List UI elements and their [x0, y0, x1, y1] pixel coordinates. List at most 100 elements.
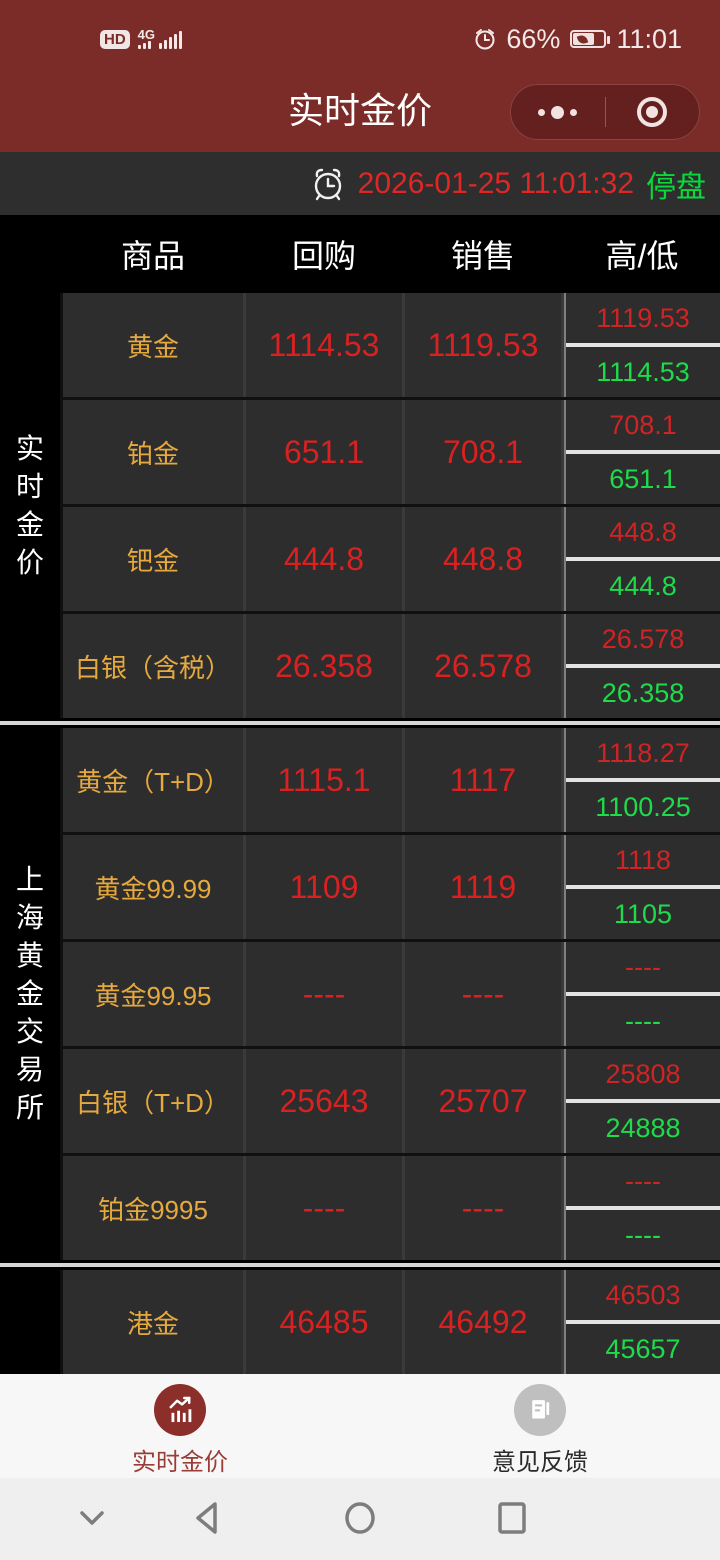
tab-realtime-price[interactable]: 实时金价 [0, 1374, 360, 1478]
product-name: 白银（含税） [63, 614, 243, 718]
home-icon[interactable] [338, 1496, 382, 1540]
low-value: 45657 [605, 1333, 681, 1364]
product-name: 黄金99.95 [63, 942, 243, 1046]
table-section: 实时金价黄金 1114.53 1119.53 1119.53 1114.53 铂金 651.… [0, 293, 720, 718]
tab-bar: 实时金价 意见反馈 [0, 1374, 720, 1478]
sell-price: 1119 [405, 835, 561, 939]
title-bar: 实时金价 [0, 64, 720, 152]
quote-datetime: 2026-01-25 11:01:32 [357, 166, 634, 200]
high-low-cell: ---- ---- [564, 942, 720, 1046]
section-label-char: 黄 [15, 940, 44, 971]
alarm-icon [475, 29, 495, 50]
section-rows: 黄金（T+D） 1115.1 1117 1118.27 1100.25 黄金99.99 11… [63, 728, 720, 1260]
high-low-cell: ---- ---- [564, 1156, 720, 1260]
table-row: 白银（含税） 26.358 26.578 26.578 26.358 [63, 614, 720, 718]
product-name: 铂金 [63, 400, 243, 504]
table-section: 上海黄金交易所黄金（T+D） 1115.1 1117 1118.27 1100.25 黄金… [0, 728, 720, 1260]
table-row: 黄金99.95 ---- ---- ---- ---- [63, 942, 720, 1046]
buyback-price: 25643 [246, 1049, 402, 1153]
section-rows: 港金 46485 46492 46503 45657 [63, 1270, 720, 1374]
sell-price: 448.8 [405, 507, 561, 611]
low-value: ---- [625, 1005, 661, 1036]
high-low-divider [566, 992, 720, 996]
section-label-char: 所 [15, 1092, 44, 1123]
signal-big-bars-icon [159, 31, 183, 49]
product-name: 黄金99.99 [63, 835, 243, 939]
capsule-divider [604, 97, 606, 127]
app-header-area: HD 4G 66% 11:0 [0, 0, 720, 152]
product-name: 港金 [63, 1270, 243, 1374]
high-value: 708.1 [609, 409, 677, 440]
table-row: 铂金9995 ---- ---- ---- ---- [63, 1156, 720, 1260]
high-value: 26.578 [601, 623, 685, 654]
col-header-product: 商品 [120, 238, 185, 274]
quote-time-bar: 2026-01-25 11:01:32 停盘 [0, 152, 720, 215]
sell-price: ---- [405, 1156, 561, 1260]
buyback-price: 26.358 [246, 614, 402, 718]
low-value: 1100.25 [595, 791, 691, 822]
table-row: 白银（T+D） 25643 25707 25808 24888 [63, 1049, 720, 1153]
more-button[interactable] [511, 85, 605, 139]
battery-percent: 66% [506, 23, 561, 54]
high-low-cell: 1118.27 1100.25 [564, 728, 720, 832]
high-low-divider [566, 1099, 720, 1103]
section-separator [0, 1260, 720, 1270]
price-table: 实时金价黄金 1114.53 1119.53 1119.53 1114.53 铂金 651.… [0, 293, 720, 1374]
section-label-char: 时 [15, 470, 44, 502]
high-value: 1118.27 [596, 737, 690, 768]
high-low-cell: 26.578 26.358 [564, 614, 720, 718]
high-low-divider [566, 1320, 720, 1324]
section-label-char: 交 [15, 1016, 44, 1047]
signal-bars-icon: 4G [137, 27, 183, 49]
sell-price: 1119.53 [405, 293, 561, 397]
tab-label-realtime: 实时金价 [132, 1449, 228, 1476]
table-row: 黄金（T+D） 1115.1 1117 1118.27 1100.25 [63, 728, 720, 832]
status-bar: HD 4G 66% 11:0 [0, 0, 720, 64]
sell-price: 26.578 [405, 614, 561, 718]
minimize-button[interactable] [606, 85, 700, 139]
low-value: 24888 [605, 1112, 681, 1143]
high-low-divider [566, 778, 720, 782]
status-right: 66% 11:01 [472, 24, 682, 55]
sell-price: 46492 [405, 1270, 561, 1374]
section-label-char: 金 [15, 978, 44, 1009]
back-icon[interactable] [186, 1496, 230, 1540]
buyback-price: 1109 [246, 835, 402, 939]
table-row: 钯金 444.8 448.8 448.8 444.8 [63, 507, 720, 611]
chevron-down-icon[interactable] [70, 1496, 114, 1540]
table-row: 港金 46485 46492 46503 45657 [63, 1270, 720, 1374]
product-name: 黄金 [63, 293, 243, 397]
section-label-char: 金 [15, 508, 44, 540]
high-low-cell: 1119.53 1114.53 [564, 293, 720, 397]
section-label: 上海黄金交易所 [0, 728, 60, 1260]
buyback-price: 1114.53 [246, 293, 402, 397]
buyback-price: 46485 [246, 1270, 402, 1374]
market-status-badge: 停盘 [646, 170, 706, 204]
table-row: 黄金99.99 1109 1119 1118 1105 [63, 835, 720, 939]
low-value: 444.8 [609, 570, 677, 601]
signal-small-bars-icon [137, 41, 151, 49]
high-value: 25808 [605, 1058, 681, 1089]
table-header: 商品 回购 销售 高/低 [0, 215, 720, 293]
col-header-buyback: 回购 [291, 238, 356, 274]
tab-feedback[interactable]: 意见反馈 [360, 1374, 720, 1478]
section-label-char: 易 [15, 1054, 44, 1085]
recents-icon[interactable] [490, 1496, 534, 1540]
high-value: 1118 [614, 844, 672, 875]
product-name: 钯金 [63, 507, 243, 611]
buyback-price: 1115.1 [246, 728, 402, 832]
col-header-highlow: 高/低 [605, 238, 679, 274]
product-name: 铂金9995 [63, 1156, 243, 1260]
low-value: 651.1 [609, 463, 677, 494]
network-label: 4G [137, 27, 156, 42]
high-low-divider [566, 664, 720, 668]
high-value: ---- [625, 1165, 661, 1196]
feedback-doc-icon [514, 1384, 566, 1436]
section-label-char: 上 [15, 864, 44, 895]
high-low-cell: 1118 1105 [564, 835, 720, 939]
col-header-sell: 销售 [450, 238, 515, 274]
high-low-divider [566, 343, 720, 347]
status-left: HD 4G [100, 27, 183, 49]
high-low-cell: 708.1 651.1 [564, 400, 720, 504]
